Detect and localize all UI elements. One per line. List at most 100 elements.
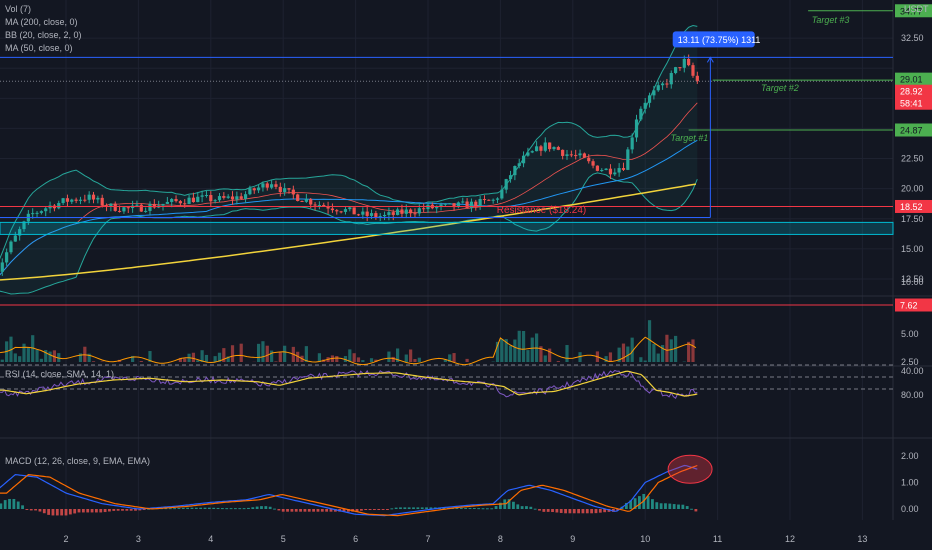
badge-target3 — [895, 4, 932, 18]
macd-histogram-bar — [490, 508, 494, 510]
macd-histogram-bar — [481, 508, 485, 510]
volume-bar — [178, 357, 182, 362]
volume-bar — [687, 341, 691, 362]
rsi-line — [0, 369, 698, 399]
candle-body — [44, 208, 48, 212]
candle-body — [643, 102, 647, 109]
candle-body — [148, 203, 152, 211]
legend-ma200[interactable]: MA (200, close, 0) — [5, 17, 78, 27]
macd-histogram-bar — [638, 496, 641, 509]
candle-body — [647, 95, 652, 103]
macd-histogram-bar — [251, 507, 255, 509]
volume-bar — [78, 353, 83, 362]
candle-body — [191, 197, 196, 203]
volume-bar — [565, 345, 569, 362]
volume-bar — [691, 339, 695, 362]
candle-body — [230, 196, 235, 200]
candle-body — [569, 154, 573, 156]
badge-volume — [895, 298, 932, 312]
macd-histogram-bar — [390, 508, 394, 510]
candle-body — [31, 213, 35, 215]
badge-support — [895, 199, 932, 213]
candle-body — [161, 203, 165, 206]
macd-histogram-bar — [64, 509, 68, 516]
legend-vol[interactable]: Vol (7) — [5, 4, 31, 14]
rsi-title[interactable]: RSI (14, close, SMA, 14, 1) — [5, 369, 114, 379]
volume-bar — [617, 347, 621, 362]
x-tick-label: 9 — [570, 534, 575, 544]
volume-bar — [39, 358, 43, 362]
candle-body — [556, 147, 560, 150]
macd-histogram-bar — [346, 509, 350, 512]
volume-bar — [443, 359, 447, 362]
macd-histogram-bar — [203, 507, 207, 509]
candle-body — [391, 212, 395, 215]
legend-bb[interactable]: BB (20, close, 2, 0) — [5, 30, 82, 40]
candle-body — [252, 188, 256, 191]
volume-bar — [548, 348, 552, 362]
candle-body — [652, 90, 656, 96]
candle-body — [452, 203, 456, 208]
candle-body — [413, 213, 417, 215]
macd-histogram-bar — [194, 507, 198, 509]
macd-histogram-bar — [238, 508, 242, 510]
macd-histogram-bar — [525, 506, 528, 509]
macd-title[interactable]: MACD (12, 26, close, 9, EMA, EMA) — [5, 456, 150, 466]
target2-label: Target #2 — [761, 83, 799, 93]
macd-histogram-bar — [55, 509, 59, 516]
macd-histogram-bar — [116, 509, 120, 511]
macd-histogram-bar — [559, 509, 563, 513]
candle-body — [343, 209, 348, 212]
macd-histogram-bar — [394, 507, 398, 509]
price-tick-label: 22.50 — [901, 154, 924, 164]
candle-body — [613, 172, 617, 175]
volume-bar — [222, 348, 226, 362]
candle-body — [100, 197, 104, 206]
badge-volume-text: 7.62 — [900, 301, 918, 311]
legend-ma50[interactable]: MA (50, close, 0) — [5, 43, 73, 53]
volume-bar — [18, 356, 22, 362]
candle-body — [487, 199, 491, 201]
candle-body — [339, 211, 343, 213]
candle-body — [70, 199, 74, 202]
macd-histogram-bar — [190, 507, 194, 509]
macd-histogram-bar — [294, 509, 298, 512]
candle-body — [482, 199, 487, 201]
candle-body — [65, 198, 70, 202]
candle-body — [57, 203, 61, 209]
macd-histogram-bar — [629, 500, 633, 509]
macd-histogram-bar — [577, 509, 580, 514]
macd-histogram-bar — [316, 509, 320, 512]
macd-histogram-bar — [381, 509, 385, 510]
badge-high-text: 29.01 — [900, 75, 923, 85]
candle-body — [309, 199, 313, 205]
candle-body — [91, 194, 96, 200]
candle-body — [634, 119, 639, 138]
macd-line — [0, 464, 698, 517]
macd-histogram-bar — [99, 509, 103, 513]
candle-body — [378, 216, 382, 218]
candle-body — [526, 152, 530, 156]
candle-body — [126, 207, 130, 209]
bollinger-upper — [0, 24, 698, 260]
candle-body — [109, 203, 113, 207]
target3-label: Target #3 — [812, 15, 850, 25]
macd-histogram-bar — [329, 509, 333, 512]
macd-histogram-bar — [21, 505, 24, 509]
volume-bar — [387, 351, 391, 362]
candle-body — [117, 210, 122, 212]
candle-body — [660, 83, 665, 86]
macd-histogram-bar — [516, 504, 520, 509]
macd-histogram-bar — [312, 509, 316, 512]
macd-histogram-bar — [8, 498, 11, 509]
volume-bar — [0, 359, 4, 362]
candle-body — [621, 168, 626, 170]
macd-histogram-bar — [86, 509, 90, 513]
macd-histogram-bar — [186, 507, 190, 509]
candle-body — [639, 108, 643, 120]
candle-body — [508, 175, 513, 180]
rsi-ma-line — [0, 370, 698, 397]
candle-body — [5, 252, 9, 263]
volume-bar — [508, 345, 513, 362]
